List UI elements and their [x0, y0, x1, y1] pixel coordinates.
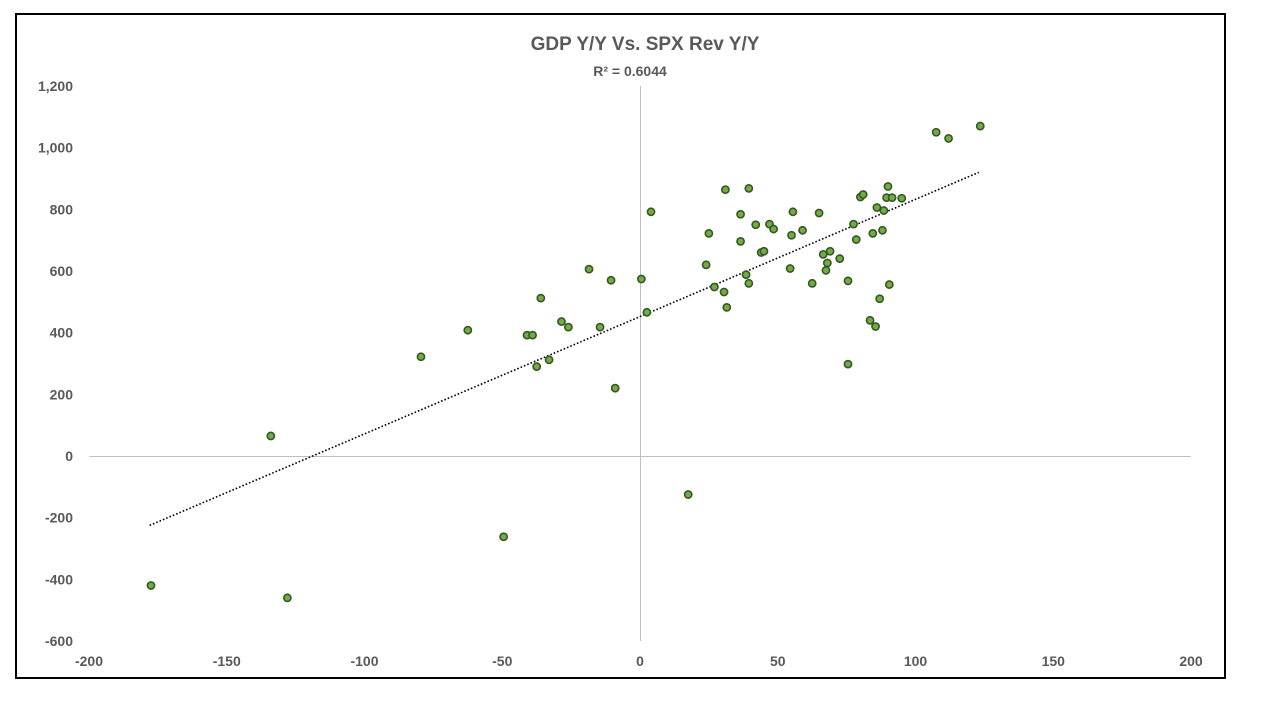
data-point [884, 280, 894, 289]
data-point [532, 362, 542, 371]
chart-title: GDP Y/Y Vs. SPX Rev Y/Y [531, 34, 760, 55]
data-point [851, 235, 861, 244]
x-tick-label: 50 [770, 653, 786, 669]
data-point [744, 278, 754, 288]
data-point [709, 282, 719, 292]
data-point [642, 307, 652, 317]
data-point [606, 275, 616, 285]
data-point [557, 317, 566, 326]
data-point [798, 225, 807, 235]
data-point [788, 207, 798, 217]
data-point [759, 246, 769, 256]
y-tick-label: -600 [45, 633, 73, 649]
data-point [769, 224, 779, 234]
data-point [736, 209, 745, 219]
data-point [416, 352, 426, 362]
data-point [814, 208, 824, 218]
data-point [595, 322, 605, 332]
data-point [975, 121, 985, 131]
y-tick-label: 400 [50, 325, 74, 341]
data-point [563, 322, 573, 332]
data-point [931, 127, 941, 137]
data-point [499, 532, 509, 542]
data-point [719, 287, 729, 297]
data-point [751, 220, 761, 230]
y-tick-label: -200 [45, 510, 73, 526]
data-point [704, 228, 714, 238]
x-tick-label: 200 [1179, 653, 1203, 669]
data-point [683, 490, 693, 499]
data-point [835, 254, 845, 264]
data-point [785, 264, 795, 273]
chart-area: GDP Y/Y Vs. SPX Rev Y/Y R² = 0.6044 -200… [15, 13, 1226, 679]
data-point [544, 355, 554, 365]
x-tick-label: 0 [636, 653, 644, 669]
data-point [744, 183, 754, 193]
data-point [146, 581, 156, 590]
x-tick-label: -150 [213, 653, 241, 669]
data-point [721, 185, 730, 194]
x-tick-label: -100 [350, 653, 378, 669]
data-point [883, 182, 893, 191]
y-tick-label: 600 [50, 263, 74, 279]
data-point [871, 322, 880, 331]
x-tick-label: 150 [1042, 653, 1066, 669]
data-point [818, 249, 828, 259]
data-point [536, 293, 546, 303]
data-point [266, 431, 276, 441]
data-point [849, 219, 858, 229]
data-point [787, 230, 796, 240]
r-squared-label: R² = 0.6044 [593, 63, 667, 79]
data-point [807, 278, 817, 288]
data-point [822, 258, 832, 268]
x-tick-label: -50 [492, 653, 512, 669]
y-tick-label: 800 [50, 201, 74, 217]
data-point [879, 206, 889, 215]
data-point [843, 359, 853, 369]
data-point [821, 265, 831, 275]
data-point [584, 264, 594, 274]
data-point [897, 193, 907, 203]
data-point [843, 276, 853, 286]
y-tick-label: 0 [65, 448, 73, 464]
scatter-chart: GDP Y/Y Vs. SPX Rev Y/Y R² = 0.6044 -200… [38, 34, 1203, 669]
x-tick-label: -200 [75, 653, 103, 669]
data-point [865, 315, 875, 325]
data-point [741, 270, 751, 280]
data-point [875, 294, 885, 304]
data-point [858, 190, 868, 199]
data-point [528, 330, 537, 340]
data-point [868, 228, 878, 238]
data-point [463, 325, 473, 335]
x-tick-label: 100 [904, 653, 928, 669]
data-point [825, 246, 835, 256]
y-tick-label: 1,000 [38, 140, 73, 156]
data-point [646, 207, 656, 217]
data-point [736, 236, 745, 246]
data-point [872, 203, 882, 212]
y-tick-label: 200 [50, 386, 74, 402]
data-point [944, 134, 953, 143]
data-point [887, 193, 897, 203]
data-point [610, 383, 620, 393]
data-point [282, 593, 292, 603]
data-point [722, 302, 732, 312]
y-tick-label: 1,200 [38, 78, 73, 94]
y-tick-label: -400 [45, 571, 73, 587]
data-point [636, 274, 646, 284]
data-point [701, 260, 711, 270]
data-point [878, 225, 887, 235]
trendline [149, 171, 980, 527]
